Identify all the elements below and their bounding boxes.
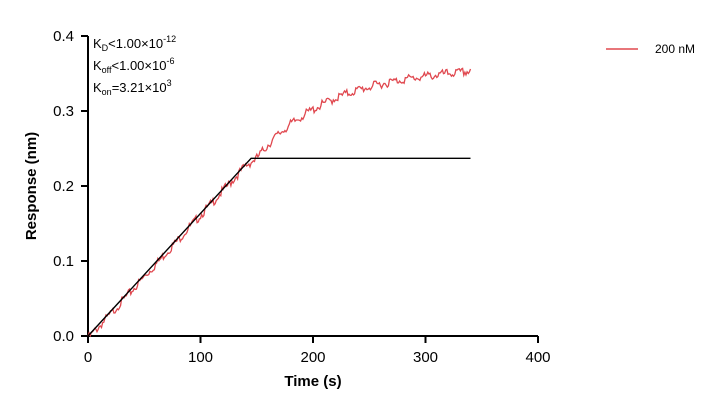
x-tick-label: 100 — [188, 349, 213, 366]
koff-rel: < — [112, 58, 120, 73]
kd-rel: < — [108, 36, 116, 51]
legend: 200 nM — [606, 42, 695, 56]
y-ticks: 0.0 0.1 0.2 0.3 0.4 — [53, 28, 88, 345]
koff-mantissa: 1.00×10 — [119, 58, 166, 73]
y-tick-label: 0.1 — [53, 253, 74, 270]
kon-mantissa: 3.21×10 — [119, 80, 166, 95]
x-axis-title: Time (s) — [284, 373, 341, 390]
kd-exp: -12 — [163, 34, 176, 44]
koff-base: K — [93, 58, 102, 73]
koff-exp: -6 — [166, 56, 174, 66]
y-tick-label: 0.0 — [53, 328, 74, 345]
kinetic-constants: KD<1.00×10-12 Koff<1.00×10-6 Kon=3.21×10… — [93, 34, 176, 97]
koff-sub: off — [102, 65, 112, 75]
x-ticks: 0 100 200 300 400 — [84, 336, 551, 366]
kon-base: K — [93, 80, 102, 95]
kon-rel: = — [112, 80, 120, 95]
y-axis-title: Response (nm) — [23, 132, 40, 240]
x-tick-label: 400 — [525, 349, 550, 366]
x-tick-label: 200 — [300, 349, 325, 366]
y-tick-label: 0.3 — [53, 103, 74, 120]
x-tick-label: 0 — [84, 349, 92, 366]
x-tick-label: 300 — [413, 349, 438, 366]
series-layer — [87, 67, 472, 338]
kd-mantissa: 1.00×10 — [116, 36, 163, 51]
legend-label-200nm: 200 nM — [655, 42, 695, 56]
y-tick-label: 0.2 — [53, 178, 74, 195]
kd-sub: D — [102, 43, 109, 53]
kd-annotation: KD<1.00×10-12 — [93, 34, 176, 53]
kon-annotation: Kon=3.21×103 — [93, 78, 172, 97]
fit-line — [87, 157, 471, 337]
kon-exp: 3 — [167, 78, 172, 88]
koff-annotation: Koff<1.00×10-6 — [93, 56, 174, 75]
series-line-200nm — [87, 67, 472, 338]
kon-sub: on — [102, 87, 112, 97]
kd-base: K — [93, 36, 102, 51]
y-tick-label: 0.4 — [53, 28, 74, 45]
